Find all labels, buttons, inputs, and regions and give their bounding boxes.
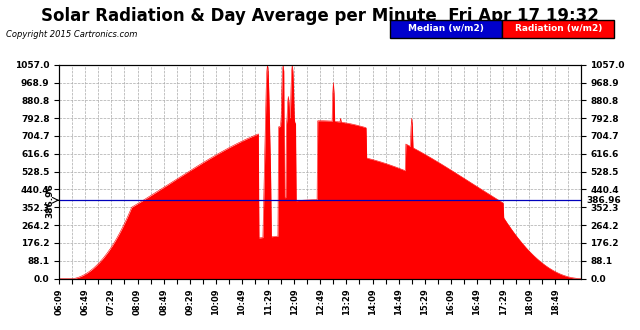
Text: 386.96: 386.96	[45, 183, 54, 217]
Text: Median (w/m2): Median (w/m2)	[408, 24, 484, 33]
Text: Radiation (w/m2): Radiation (w/m2)	[515, 24, 602, 33]
Text: 386.96: 386.96	[586, 196, 621, 205]
Text: Solar Radiation & Day Average per Minute  Fri Apr 17 19:32: Solar Radiation & Day Average per Minute…	[41, 7, 599, 25]
Text: Copyright 2015 Cartronics.com: Copyright 2015 Cartronics.com	[6, 30, 138, 39]
